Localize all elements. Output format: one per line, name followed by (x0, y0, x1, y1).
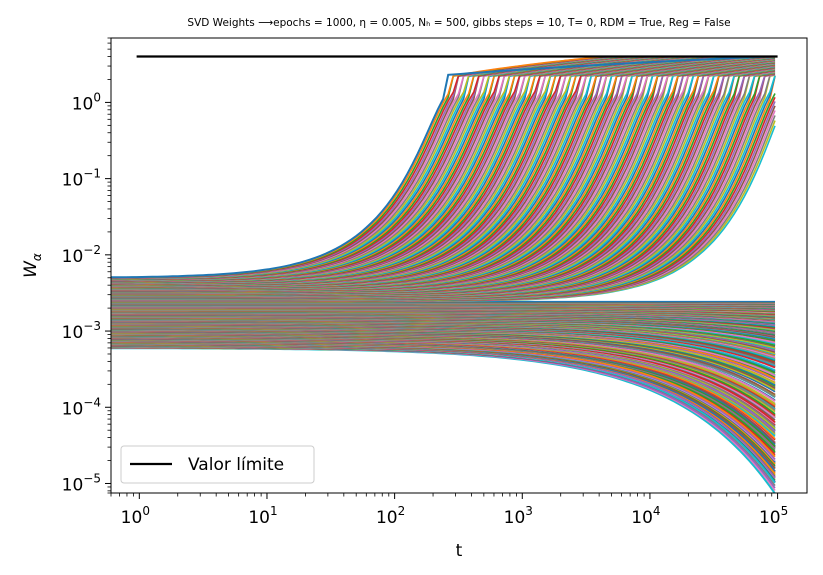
y-tick-label: 100 (72, 90, 101, 114)
y-label-sub: α (30, 253, 44, 261)
y-tick-label: 10−5 (62, 471, 101, 495)
y-tick-label: 10−3 (62, 319, 101, 343)
legend-box (120, 445, 315, 484)
legend: Valor límite (120, 445, 315, 484)
y-tick-label: 10−2 (62, 243, 101, 267)
x-tick-label: 102 (376, 504, 405, 528)
x-tick-label: 100 (121, 504, 150, 528)
x-tick-label: 101 (248, 504, 277, 528)
x-tick-label: 105 (759, 504, 788, 528)
x-tick-label: 103 (504, 504, 533, 528)
plot-frame (110, 37, 808, 494)
y-axis-label: Wα (21, 253, 44, 278)
y-tick-label: 10−1 (62, 167, 101, 191)
series-layer (111, 55, 776, 493)
y-tick-label: 10−4 (62, 395, 101, 419)
x-tick-label: 104 (631, 504, 660, 528)
series-line (111, 55, 775, 279)
y-label-main: W (21, 260, 41, 278)
chart-title: SVD Weights ⟶epochs = 1000, η = 0.005, N… (187, 17, 730, 29)
y-axis: 10−5 10−4 10−3 10−2 10−1 100 (62, 37, 111, 495)
x-axis: 100 101 102 103 104 105 (110, 493, 788, 528)
x-axis-label: t (456, 541, 463, 561)
legend-label-limit: Valor límite (188, 455, 284, 475)
